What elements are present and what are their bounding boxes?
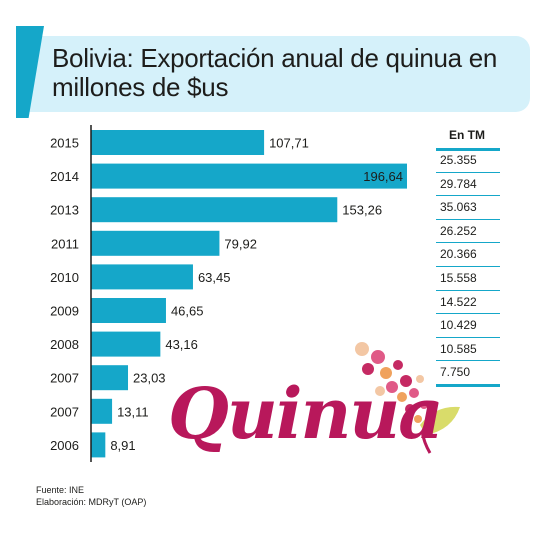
value-label: 107,71 [269,136,309,151]
value-label: 153,26 [342,203,382,218]
tm-divider [436,266,500,267]
tm-value: 7.750 [440,365,471,380]
bar-2009 [91,298,166,323]
value-label: 23,03 [133,371,166,386]
tm-column-header: En TM [449,128,485,142]
tm-divider [436,360,500,362]
quinua-plant-icon [355,342,460,454]
tm-value: 29.784 [440,176,477,191]
tm-value: 10.585 [440,341,477,356]
tm-value: 10.429 [440,318,477,333]
value-label: 43,16 [165,337,198,352]
tm-divider [436,195,500,197]
category-label: 2011 [51,236,79,251]
bar-2015 [91,130,265,155]
title-band [16,36,530,112]
quinua-logo: Quinua [168,372,444,455]
tm-value: 35.063 [440,200,477,215]
tm-divider [436,336,500,338]
category-label: 2014 [50,169,79,184]
bar-2008 [91,331,161,357]
tm-divider [436,148,500,151]
tm-divider [436,384,500,387]
category-label: 2010 [50,270,79,285]
tm-value: 15.558 [440,271,477,285]
value-label: 63,45 [198,270,231,285]
category-label: 2007 [50,404,79,419]
bar-2007 [91,398,113,424]
tm-divider [436,289,500,291]
category-label: 2009 [50,304,79,319]
tm-divider [436,171,500,173]
bar-2011 [91,230,220,256]
value-label: 8,91 [110,438,135,453]
tm-value: 20.366 [440,247,477,262]
tm-divider [436,218,500,220]
category-label: 2013 [50,203,79,218]
tm-value: 25.355 [440,153,477,167]
tm-divider [436,242,500,244]
bar-2013 [91,197,338,223]
bar-2007 [91,365,129,391]
tm-divider [436,313,500,315]
credit-line: Elaboración: MDRyT (OAP) [36,497,147,507]
source-line: Fuente: INE [36,485,85,495]
chart-title: Bolivia: Exportación anual de quinua en … [52,43,498,102]
bar-2014 [91,163,407,189]
bar-2006 [91,432,106,458]
tm-value: 14.522 [440,294,477,309]
category-label: 2006 [50,438,79,453]
source-note: Fuente: INE Elaboración: MDRyT (OAP) [36,484,146,508]
value-label: 196,64 [363,169,403,184]
tm-value: 26.252 [440,223,477,238]
value-label: 79,92 [224,236,257,251]
category-label: 2007 [50,371,79,386]
bar-2010 [91,264,193,290]
category-label: 2008 [50,337,79,352]
value-label: 46,65 [171,304,204,319]
category-label: 2015 [50,136,79,151]
value-label: 13,11 [117,404,149,419]
